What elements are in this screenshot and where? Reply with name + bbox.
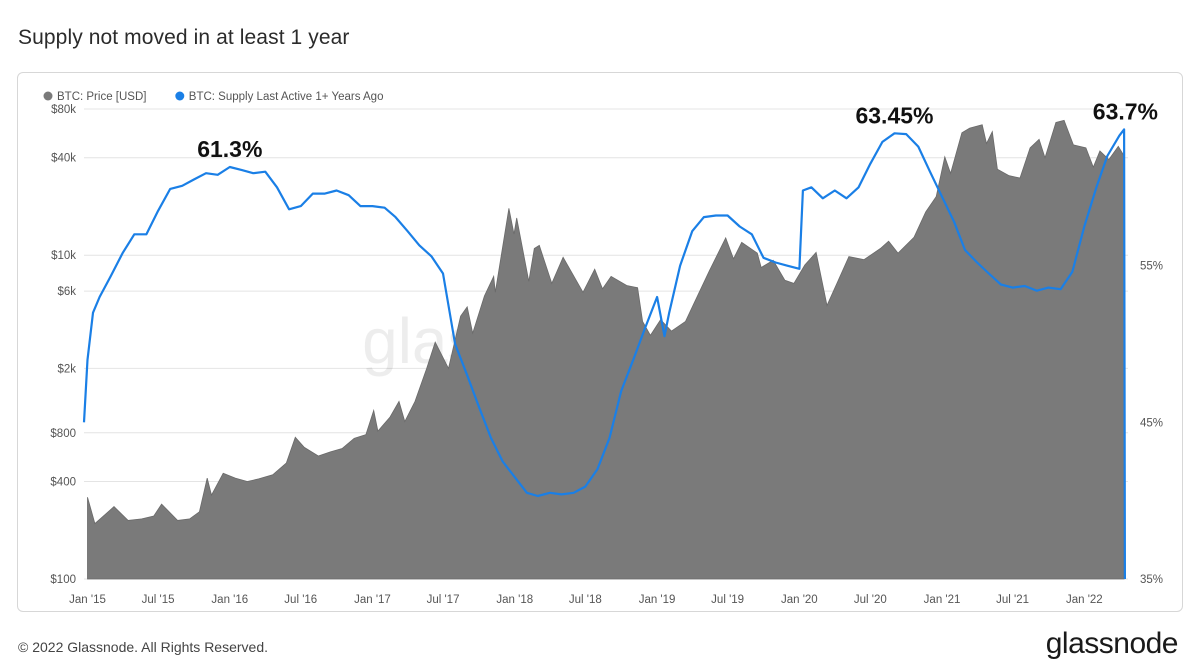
left-tick-label: $2k: [57, 363, 76, 375]
annotation-label: 63.45%: [855, 102, 933, 128]
legend-item: BTC: Supply Last Active 1+ Years Ago: [175, 91, 383, 103]
supply-line: [82, 128, 1126, 580]
left-axis: $100 $400 $800 $2k $6k $10k $40k $80k: [50, 104, 76, 586]
chart-svg: glassnode $100$400$800$2k$6k$10k$40k$80k…: [43, 91, 1163, 606]
left-tick-label: $40k: [51, 153, 76, 165]
x-tick-label: Jul '16: [284, 594, 317, 606]
legend-label: BTC: Supply Last Active 1+ Years Ago: [189, 91, 384, 103]
left-tick-label: $6k: [57, 286, 76, 298]
left-tick-label: $80k: [51, 104, 76, 116]
x-tick-label: Jan '20: [781, 594, 818, 606]
x-tick-label: Jan '21: [924, 594, 961, 606]
legend-swatch: [175, 91, 185, 101]
x-tick-label: Jan '17: [354, 594, 391, 606]
page-title: Supply not moved in at least 1 year: [18, 26, 350, 49]
right-tick-label: 35%: [1140, 574, 1163, 586]
x-tick-label: Jul '18: [569, 594, 602, 606]
x-tick-label: Jul '19: [711, 594, 744, 606]
legend-item: BTC: Price [USD]: [43, 91, 146, 103]
x-tick-label: Jul '21: [996, 594, 1029, 606]
left-tick-label: $100: [50, 574, 76, 586]
x-tick-label: Jan '19: [639, 594, 676, 606]
x-tick-label: Jul '20: [854, 594, 887, 606]
legend: BTC: Price [USD] BTC: Supply Last Active …: [43, 91, 383, 103]
price-area: [87, 119, 1125, 580]
left-tick-label: $400: [50, 477, 76, 489]
glassnode-logo: glassnode: [1045, 627, 1179, 660]
x-tick-label: Jan '16: [211, 594, 248, 606]
right-tick-label: 55%: [1140, 261, 1163, 273]
x-tick-label: Jul '15: [142, 594, 175, 606]
chart-container: glassnode $100$400$800$2k$6k$10k$40k$80k…: [17, 72, 1183, 612]
x-tick-label: Jan '22: [1066, 594, 1103, 606]
legend-label: BTC: Price [USD]: [57, 91, 146, 103]
annotation-label: 63.7%: [1093, 98, 1158, 124]
x-axis: Jan '15 Jul '15 Jan '16 Jul '16 Jan '17 Jul '…: [69, 594, 1103, 606]
right-axis: 35% 45% 55%: [1140, 261, 1163, 586]
x-tick-label: Jan '15: [69, 594, 106, 606]
legend-swatch: [43, 91, 53, 101]
left-tick-label: $10k: [51, 250, 76, 262]
annotation-label: 61.3%: [197, 136, 262, 162]
price-area-layer: [87, 119, 1125, 580]
supply-line-layer: [82, 128, 1126, 580]
footer-copyright: © 2022 Glassnode. All Rights Reserved.: [18, 639, 269, 655]
left-tick-label: $800: [50, 428, 76, 440]
x-tick-label: Jul '17: [427, 594, 460, 606]
x-tick-label: Jan '18: [496, 594, 533, 606]
right-tick-label: 45%: [1140, 417, 1163, 429]
annotations: 61.3% 63.45% 63.7%: [197, 98, 1158, 162]
